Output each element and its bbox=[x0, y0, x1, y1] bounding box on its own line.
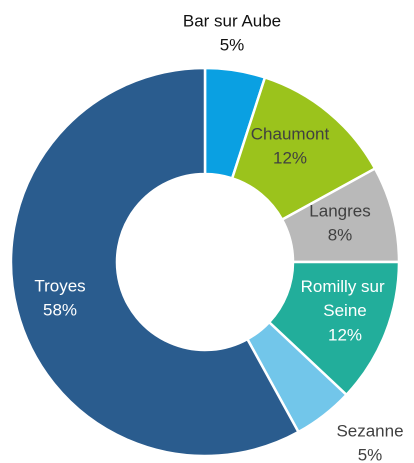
slice-label: Sezanne bbox=[336, 421, 403, 440]
slice-value-label: 12% bbox=[273, 148, 307, 167]
slice-value-label: 5% bbox=[220, 35, 245, 54]
slice-value-label: 8% bbox=[328, 225, 353, 244]
slice-label: Langres bbox=[309, 201, 370, 220]
slice-label: Chaumont bbox=[251, 124, 330, 143]
slice-value-label: 58% bbox=[43, 300, 77, 319]
slice-label: Bar sur Aube bbox=[183, 11, 281, 30]
slice-value-label: 5% bbox=[358, 445, 383, 463]
slice-value-label: 12% bbox=[328, 325, 362, 344]
slice-label: Troyes bbox=[34, 276, 85, 295]
slice-label: Romilly sur Seine bbox=[301, 277, 390, 320]
donut-slice bbox=[9, 66, 301, 458]
